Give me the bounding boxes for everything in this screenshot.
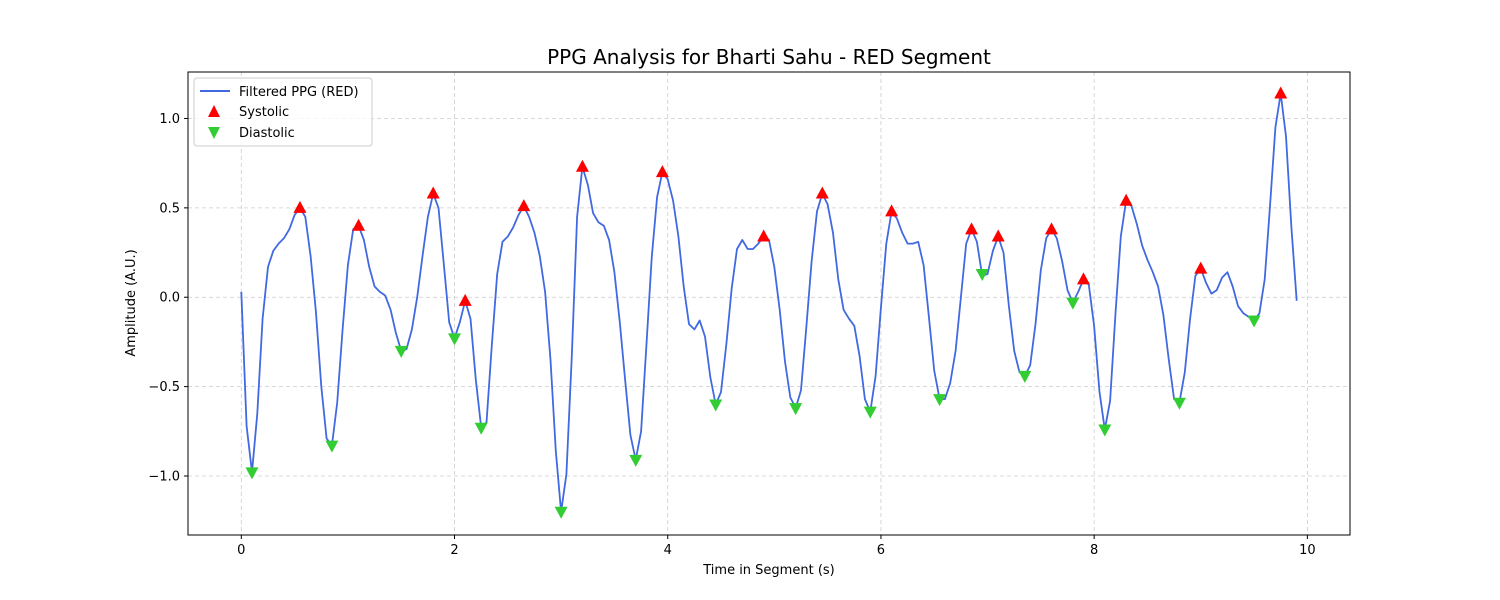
diastolic-marker [1098,424,1112,437]
systolic-marker [575,159,589,172]
systolic-marker [426,186,440,199]
diastolic-marker [448,333,462,346]
systolic-marker [757,229,771,242]
x-tick-label: 0 [237,543,245,558]
x-tick-label: 6 [877,543,885,558]
y-axis-label: Amplitude (A.U.) [124,249,139,356]
plot-area [240,86,1298,519]
systolic-marker [1076,272,1090,285]
y-tick-label: 0.0 [159,291,180,306]
legend-box [193,77,373,147]
chart-title: PPG Analysis for Bharti Sahu - RED Segme… [547,45,991,69]
y-tick-label: −0.5 [148,380,180,395]
legend-entry-systolic: Systolic [239,105,289,120]
legend-entry-diastolic: Diastolic [239,126,295,141]
x-axis-label: Time in Segment (s) [702,563,834,578]
grid [188,72,1350,535]
systolic-marker [352,218,366,231]
diastolic-marker [1172,397,1186,410]
diastolic-marker [474,422,488,435]
systolic-marker [815,186,829,199]
y-tick-label: −1.0 [148,470,180,485]
diastolic-marker [554,506,568,519]
systolic-marker [517,199,531,212]
x-tick-label: 4 [664,543,672,558]
systolic-marker [965,222,979,235]
diastolic-marker [863,406,877,419]
diastolic-marker [975,269,989,282]
systolic-marker [293,200,307,213]
legend-diastolic-marker [208,127,220,139]
systolic-marker [1274,86,1288,99]
systolic-marker [458,293,472,306]
x-tick-label: 2 [450,543,458,558]
diastolic-marker [1066,297,1080,310]
x-axis: 0 2 4 6 8 10 [237,535,1316,558]
diastolic-marker [1018,370,1032,383]
legend-systolic-marker [208,105,220,117]
diastolic-marker [1247,315,1261,328]
legend: Filtered PPG (RED) Systolic Diastolic [193,77,373,147]
y-tick-label: 0.5 [159,201,180,216]
y-tick-label: 1.0 [159,112,180,127]
ppg-signal-line [240,92,1298,513]
diastolic-marker [394,345,408,358]
diastolic-marker [629,454,643,467]
legend-entry-filtered: Filtered PPG (RED) [239,85,359,100]
systolic-marker [1045,222,1059,235]
diastolic-marker [933,394,947,407]
diastolic-marker [789,403,803,416]
systolic-marker [991,229,1005,242]
diastolic-marker [325,440,339,453]
systolic-marker [655,165,669,178]
x-tick-label: 10 [1299,543,1316,558]
systolic-marker [885,204,899,217]
systolic-marker [1119,193,1133,206]
x-tick-label: 8 [1090,543,1098,558]
axes-frame [187,71,1351,536]
diastolic-marker [709,399,723,412]
systolic-marker [1194,261,1208,274]
diastolic-marker [245,467,259,480]
y-axis: −1.0 −0.5 0.0 0.5 1.0 [148,112,188,485]
